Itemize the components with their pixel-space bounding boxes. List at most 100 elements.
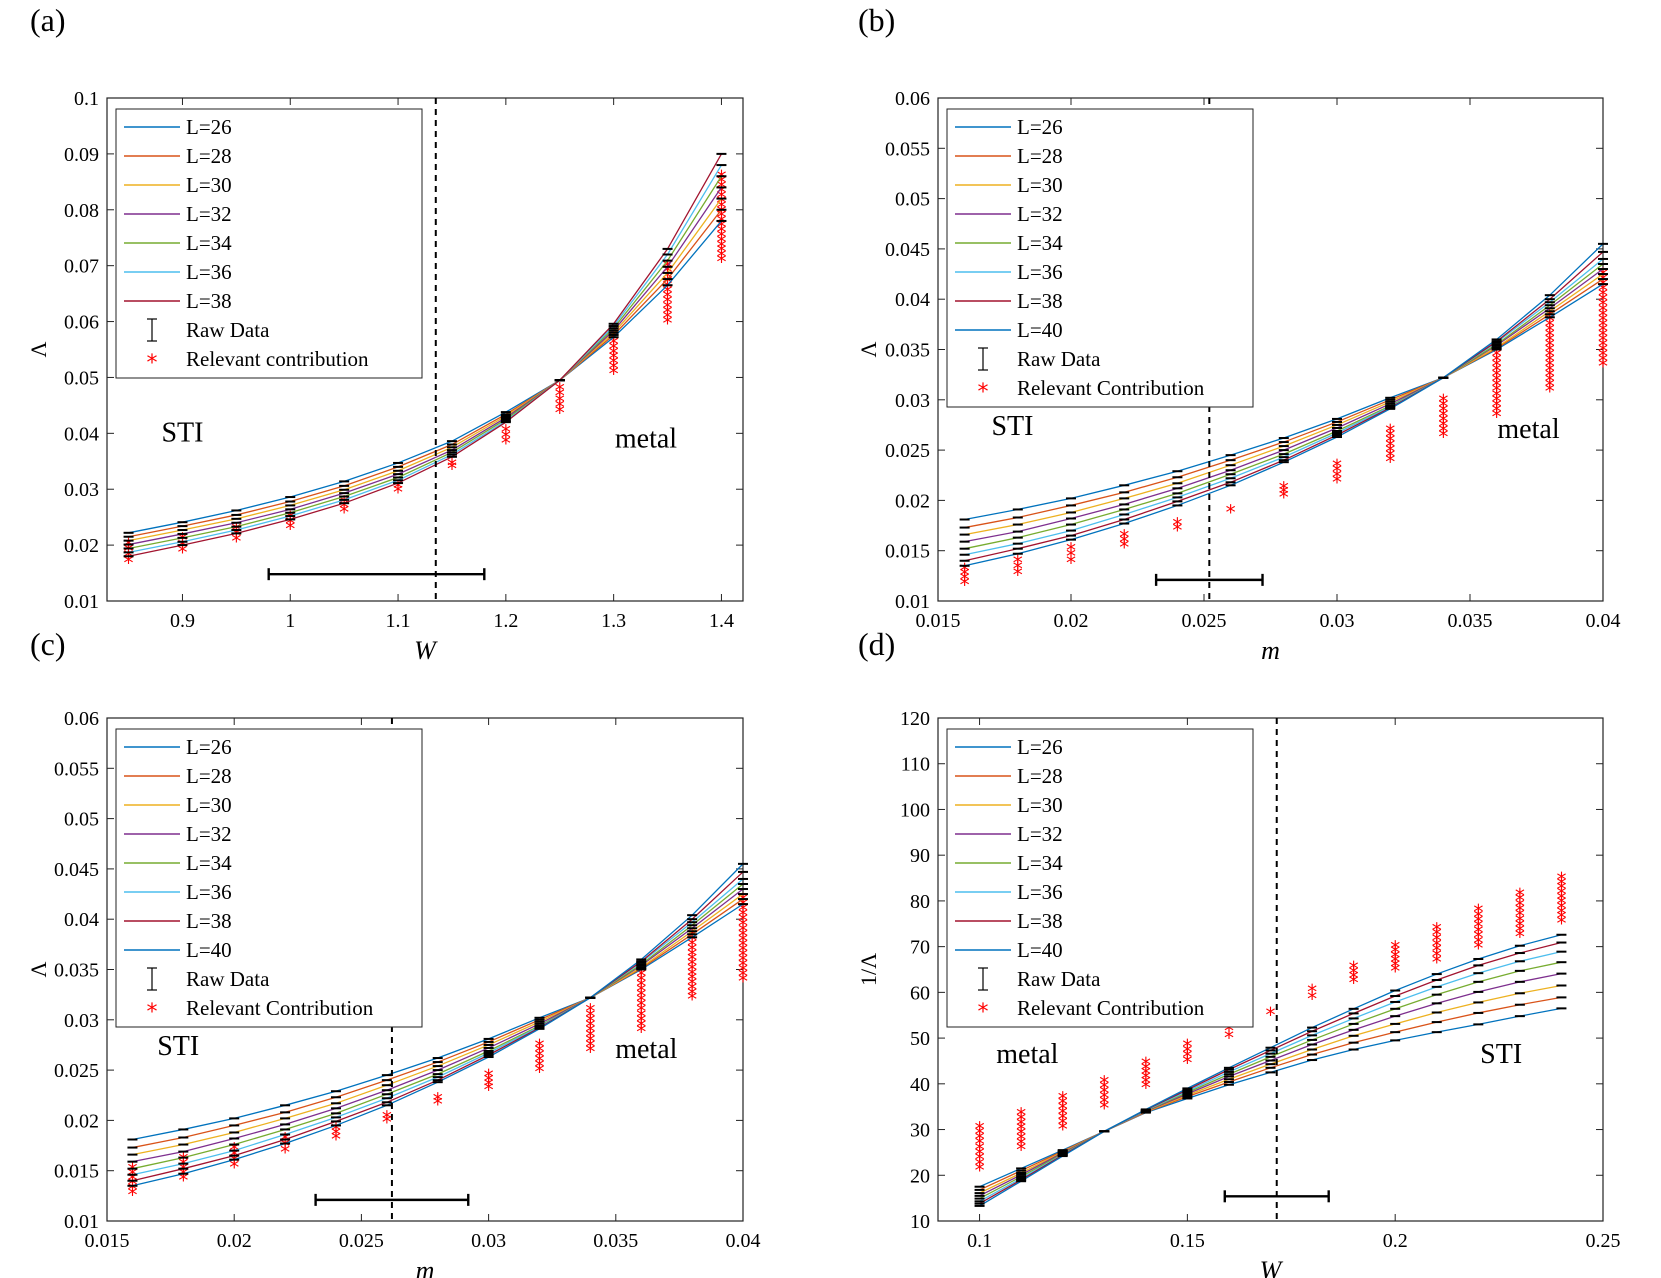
legend-entry: L=38: [1017, 909, 1063, 933]
relevant-marker: *: [585, 1035, 595, 1059]
y-tick-label: 0.035: [885, 340, 930, 362]
y-axis-label: 1/Λ: [856, 953, 881, 986]
relevant-marker: *: [1182, 1035, 1192, 1059]
chart-b: 0.015 0.02 0.025 0.03 0.035 0.040.010.0150.02…: [856, 88, 1621, 665]
relevant-marker: *: [1492, 400, 1502, 424]
legend-entry: L=28: [1017, 144, 1063, 168]
relevant-marker: *: [178, 1149, 188, 1173]
relevant-marker: *: [663, 291, 673, 315]
relevant-marker: *: [663, 301, 673, 325]
y-tick-label: 0.055: [54, 758, 99, 780]
relevant-marker: *: [1016, 1118, 1026, 1142]
relevant-marker: *: [1066, 545, 1076, 569]
series-line-l32: [128, 187, 722, 546]
relevant-marker: *: [1492, 405, 1502, 429]
relevant-marker: *: [1058, 1092, 1068, 1116]
relevant-marker: *: [1556, 907, 1566, 931]
relevant-marker: *: [1438, 395, 1448, 419]
relevant-marker: *: [127, 1159, 137, 1183]
relevant-marker: *: [124, 534, 134, 558]
relevant-marker: *: [585, 1040, 595, 1064]
region-label: metal: [615, 1034, 677, 1065]
relevant-marker: *: [636, 980, 646, 1004]
relevant-marker: *: [555, 401, 565, 425]
legend-entry: L=30: [1017, 793, 1063, 817]
relevant-marker: *: [738, 970, 748, 994]
relevant-marker: *: [716, 235, 726, 259]
chart-d: 0.1 0.15 0.2 0.25 10 20 30 40 50 60 70 80 90 100 110 12…: [856, 708, 1621, 1278]
relevant-marker: *: [1385, 425, 1395, 449]
relevant-marker: *: [738, 929, 748, 953]
relevant-marker: *: [975, 1148, 985, 1172]
relevant-marker: *: [1385, 450, 1395, 474]
relevant-marker: *: [636, 1010, 646, 1034]
legend-entry: L=34: [186, 231, 232, 255]
relevant-marker: *: [1432, 934, 1442, 958]
region-label: metal: [1497, 414, 1559, 445]
y-tick-label: 0.06: [895, 88, 930, 110]
relevant-marker: *: [1432, 918, 1442, 942]
relevant-marker: *: [1385, 440, 1395, 464]
relevant-marker: *: [1556, 892, 1566, 916]
relevant-marker: *: [555, 395, 565, 419]
relevant-marker: *: [1545, 375, 1555, 399]
relevant-marker: *: [1013, 563, 1023, 587]
relevant-marker: *: [1545, 324, 1555, 348]
relevant-legend-marker: *: [978, 380, 989, 405]
relevant-marker: *: [1473, 911, 1483, 935]
relevant-marker: *: [124, 551, 134, 575]
x-tick-label: 0.03: [1320, 610, 1355, 632]
relevant-marker: *: [1385, 435, 1395, 459]
relevant-marker: *: [687, 944, 697, 968]
relevant-marker: *: [663, 276, 673, 300]
relevant-marker: *: [716, 216, 726, 240]
relevant-marker: *: [484, 1074, 494, 1098]
relevant-marker: *: [1385, 420, 1395, 444]
y-tick-label: 0.03: [64, 479, 99, 501]
legend-box: [946, 108, 1254, 408]
y-tick-label: 0.015: [54, 1161, 99, 1183]
x-tick-label: 0.9: [170, 610, 195, 632]
y-tick-label: 120: [900, 708, 930, 730]
legend-entry: L=36: [186, 260, 232, 284]
x-axis-label: m: [1261, 636, 1280, 665]
relevant-marker: *: [738, 924, 748, 948]
relevant-marker: *: [738, 954, 748, 978]
y-tick-label: 0.02: [64, 535, 99, 557]
relevant-marker: *: [534, 1055, 544, 1079]
relevant-marker: *: [636, 985, 646, 1009]
legend-entry: L=40: [1017, 318, 1063, 342]
y-tick-label: 60: [910, 982, 930, 1004]
panel-label-a: (a): [30, 2, 66, 38]
relevant-marker: *: [433, 1092, 443, 1116]
relevant-marker: *: [1058, 1102, 1068, 1126]
region-label: STI: [991, 411, 1033, 442]
relevant-marker: *: [738, 960, 748, 984]
relevant-marker: *: [1058, 1107, 1068, 1131]
y-tick-label: 0.07: [64, 256, 99, 278]
relevant-marker: *: [447, 457, 457, 481]
x-tick-label: 0.02: [1054, 610, 1089, 632]
y-tick-label: 0.02: [64, 1110, 99, 1132]
relevant-marker: *: [1598, 329, 1608, 353]
y-tick-label: 0.01: [895, 591, 930, 613]
relevant-marker: *: [1598, 289, 1608, 313]
relevant-marker: *: [663, 266, 673, 290]
relevant-marker: *: [1182, 1040, 1192, 1064]
relevant-marker: *: [1545, 334, 1555, 358]
relevant-marker: *: [960, 559, 970, 583]
legend-entry-raw: Raw Data: [186, 318, 270, 342]
relevant-marker: *: [738, 949, 748, 973]
relevant-marker: *: [1307, 987, 1317, 1011]
relevant-marker: *: [738, 965, 748, 989]
relevant-marker: *: [1545, 350, 1555, 374]
relevant-marker: *: [1492, 395, 1502, 419]
legend: L=26 L=28 L=30 L=32 L=34 L=36 L=38 Raw Data * Rel…: [115, 108, 423, 379]
x-axis-label: m: [416, 1256, 435, 1278]
y-tick-label: 10: [910, 1211, 930, 1233]
relevant-marker: *: [716, 191, 726, 215]
x-tick-label: 1.1: [386, 610, 411, 632]
relevant-marker: *: [663, 296, 673, 320]
panel-label-d: (d): [858, 626, 896, 662]
relevant-marker: *: [1119, 536, 1129, 560]
